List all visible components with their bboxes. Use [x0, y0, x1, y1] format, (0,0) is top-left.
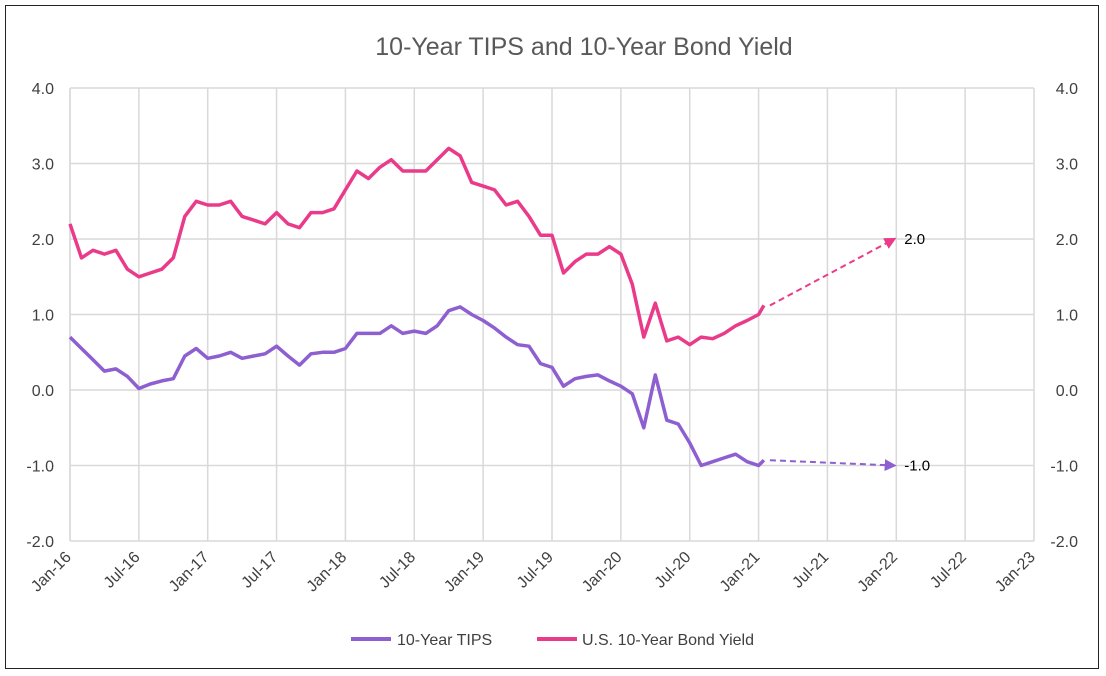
series-line-bond-yield — [68, 146, 766, 347]
chart-frame: 10-Year TIPS and 10-Year Bond Yield -2.0… — [5, 5, 1099, 669]
x-tick-label: Jan-21 — [717, 549, 764, 596]
legend-label-bond: U.S. 10-Year Bond Yield — [582, 632, 754, 649]
x-tick-label: Jul-18 — [376, 549, 419, 592]
projection-label-tips: -1.0 — [904, 458, 930, 475]
grid — [69, 87, 1035, 542]
y-tick-label-left: 3.0 — [32, 157, 54, 174]
chart-title: 10-Year TIPS and 10-Year Bond Yield — [375, 33, 792, 61]
y-tick-label-left: -2.0 — [26, 534, 54, 551]
y-tick-label-right: 3.0 — [1056, 157, 1078, 174]
y-tick-label-left: 2.0 — [32, 232, 54, 249]
y-tick-label-left: 4.0 — [32, 81, 54, 98]
x-tick-label: Jan-18 — [304, 549, 351, 596]
y-axis-right: -2.0 -1.0 0.0 1.0 2.0 3.0 4.0 — [1050, 81, 1078, 551]
legend: 10-Year TIPS U.S. 10-Year Bond Yield — [351, 632, 754, 649]
y-tick-label-left: 1.0 — [32, 308, 54, 325]
y-axis-left: -2.0 -1.0 0.0 1.0 2.0 3.0 4.0 — [26, 81, 54, 551]
line-chart: 10-Year TIPS and 10-Year Bond Yield -2.0… — [26, 33, 1078, 649]
y-tick-label-left: 0.0 — [32, 383, 54, 400]
x-tick-label: Jul-22 — [927, 549, 970, 592]
projection-arrow-tips — [769, 459, 897, 472]
x-tick-label: Jan-16 — [28, 549, 75, 596]
x-tick-label: Jan-23 — [992, 549, 1039, 596]
y-tick-label-right: 1.0 — [1056, 308, 1078, 325]
series-line-tips — [68, 305, 766, 468]
x-tick-label: Jan-17 — [166, 549, 213, 596]
series-group: -1.0 2.0 — [68, 146, 930, 475]
x-axis: Jan-16 Jul-16 Jan-17 Jul-17 Jan-18 Jul-18 Jan-… — [28, 549, 1039, 596]
legend-label-tips: 10-Year TIPS — [397, 632, 492, 649]
y-tick-label-right: 4.0 — [1056, 81, 1078, 98]
x-tick-label: Jan-22 — [855, 549, 902, 596]
x-tick-label: Jul-16 — [101, 549, 144, 592]
projection-arrow-bond-yield — [769, 237, 897, 307]
x-tick-label: Jul-19 — [514, 549, 557, 592]
y-tick-label-right: 0.0 — [1056, 383, 1078, 400]
x-tick-label: Jul-17 — [239, 549, 282, 592]
x-tick-label: Jan-19 — [441, 549, 488, 596]
projection-label-bond-yield: 2.0 — [904, 231, 925, 248]
y-tick-label-right: -1.0 — [1050, 459, 1078, 476]
x-tick-label: Jul-20 — [652, 549, 695, 592]
y-tick-label-right: -2.0 — [1050, 534, 1078, 551]
y-tick-label-right: 2.0 — [1056, 232, 1078, 249]
x-tick-label: Jan-20 — [579, 549, 626, 596]
y-tick-label-left: -1.0 — [26, 459, 54, 476]
x-tick-label: Jul-21 — [789, 549, 832, 592]
